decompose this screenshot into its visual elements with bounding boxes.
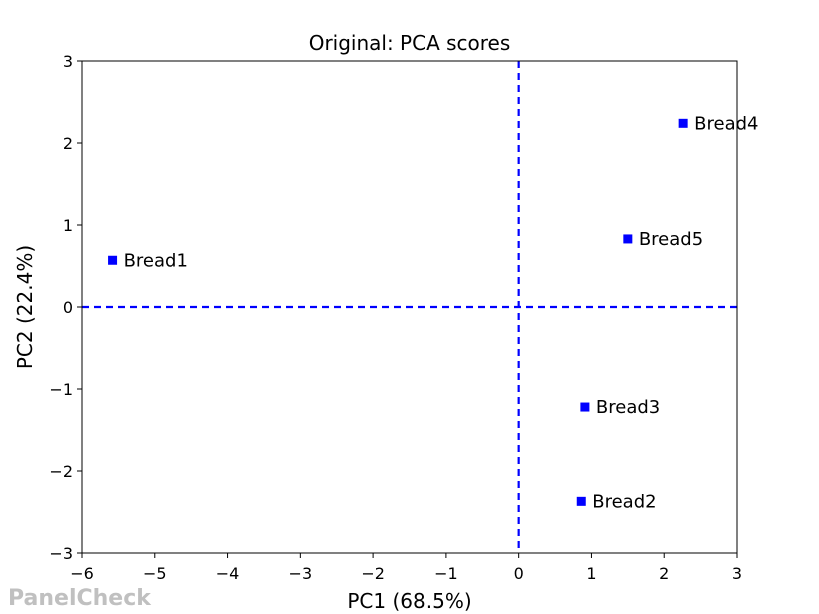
y-tick-label: −3 (49, 544, 73, 563)
x-tick-label: −2 (361, 564, 385, 583)
panelcheck-watermark: PanelCheck (8, 586, 151, 611)
point-label-bread4: Bread4 (694, 113, 758, 134)
point-label-bread3: Bread3 (596, 397, 660, 418)
point-label-bread1: Bread1 (124, 250, 188, 271)
y-tick-label: 0 (63, 298, 73, 317)
point-label-bread5: Bread5 (639, 229, 703, 250)
x-tick-label: 0 (514, 564, 524, 583)
score-point-bread5 (623, 234, 633, 244)
x-tick-label: 3 (732, 564, 742, 583)
x-tick-label: 1 (586, 564, 596, 583)
y-axis-label: PC2 (22.4%) (13, 245, 37, 369)
x-tick-label: −6 (70, 564, 94, 583)
x-tick-label: −1 (434, 564, 458, 583)
score-point-bread3 (580, 402, 590, 412)
data-points: Bread1 Bread2 Bread3 Bread4 Bread5 (108, 113, 758, 512)
y-tick-label: −1 (49, 380, 73, 399)
y-tick-label: 2 (63, 134, 73, 153)
score-point-bread2 (576, 496, 586, 506)
x-tick-label: −3 (289, 564, 313, 583)
x-tick-label: 2 (659, 564, 669, 583)
x-axis-label: PC1 (68.5%) (347, 589, 471, 613)
chart-title: Original: PCA scores (309, 31, 511, 55)
y-axis-ticks: −3 −2 −1 0 1 2 3 (49, 52, 82, 563)
y-tick-label: −2 (49, 462, 73, 481)
score-point-bread4 (678, 118, 688, 128)
point-label-bread2: Bread2 (592, 491, 656, 512)
x-tick-label: −4 (216, 564, 240, 583)
y-tick-label: 3 (63, 52, 73, 71)
x-tick-label: −5 (143, 564, 167, 583)
score-point-bread1 (108, 255, 118, 265)
x-axis-ticks: −6 −5 −4 −3 −2 −1 0 1 2 3 (70, 553, 742, 583)
y-tick-label: 1 (63, 216, 73, 235)
reference-lines (82, 61, 737, 553)
